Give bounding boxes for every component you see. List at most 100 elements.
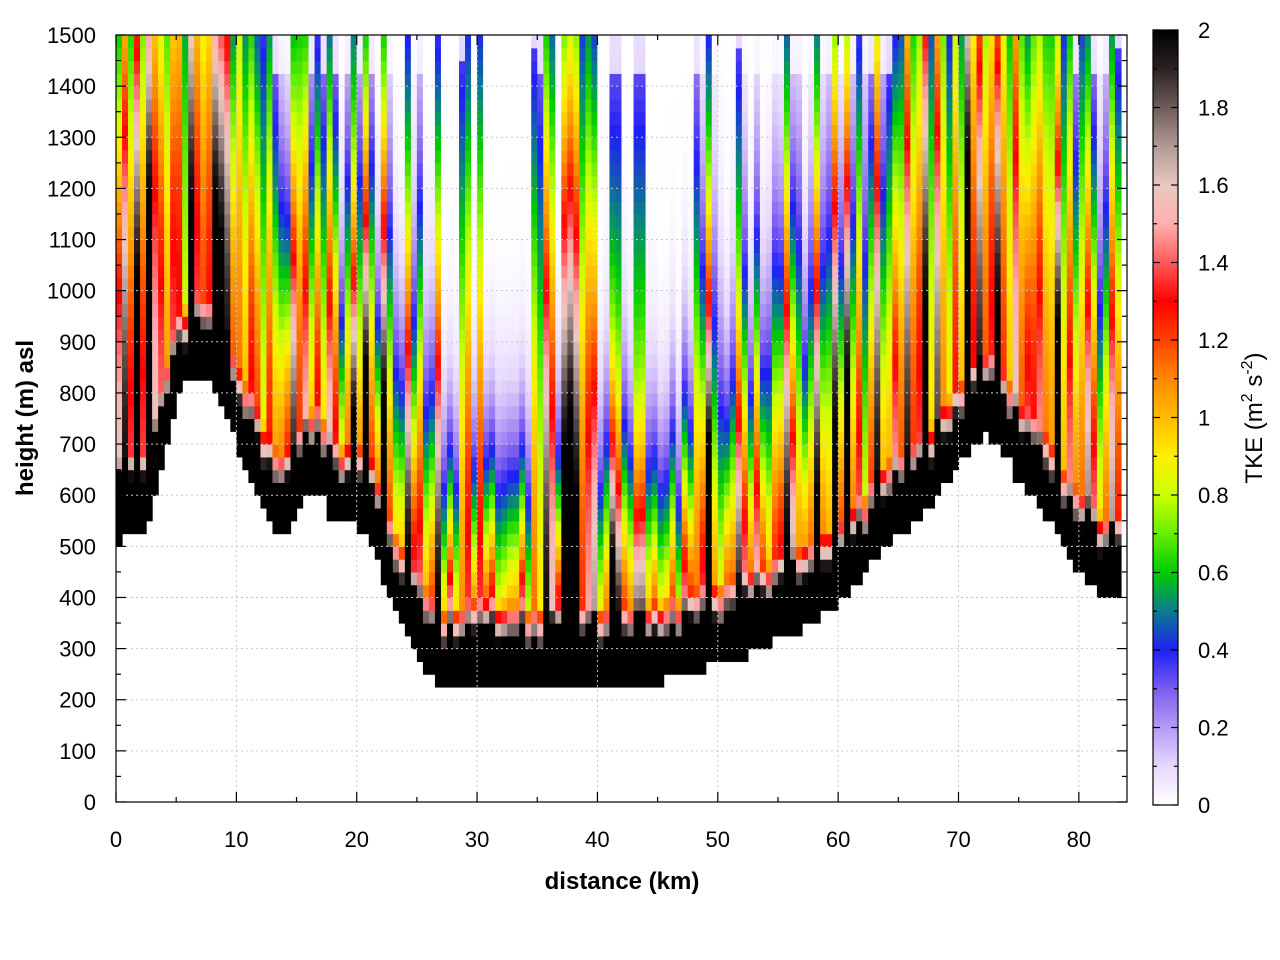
- tke-cell: [681, 533, 689, 547]
- tke-cell: [254, 226, 262, 241]
- tke-cell: [645, 456, 653, 471]
- tke-cell: [615, 73, 623, 87]
- tke-cell: [567, 444, 574, 458]
- tke-cell: [465, 226, 472, 241]
- tke-cell: [717, 482, 725, 496]
- tke-cell: [134, 290, 141, 305]
- tke-cell: [116, 380, 123, 394]
- tke-cell: [603, 623, 611, 637]
- tke-cell: [693, 290, 701, 305]
- tke-cell: [741, 137, 749, 151]
- tke-cell: [410, 520, 418, 535]
- tke-cell: [356, 252, 364, 266]
- tke-cell: [116, 98, 123, 113]
- tke-cell: [440, 226, 448, 241]
- tke-cell: [410, 150, 418, 164]
- tke-cell: [669, 60, 677, 74]
- tke-cell: [639, 392, 647, 407]
- tke-cell: [314, 444, 322, 458]
- tke-cell: [753, 354, 761, 368]
- tke-cell: [446, 546, 454, 560]
- tke-cell: [657, 60, 665, 74]
- tke-cell: [122, 201, 129, 215]
- tke-cell: [585, 533, 593, 547]
- tke-cell: [567, 201, 574, 215]
- tke-cell: [296, 201, 304, 215]
- tke-cell: [296, 380, 304, 394]
- tke-cell: [639, 316, 647, 330]
- tke-cell: [380, 124, 388, 138]
- tke-cell: [410, 124, 418, 138]
- tke-cell: [783, 559, 791, 573]
- tke-cell: [134, 469, 141, 484]
- tke-cell: [212, 188, 219, 202]
- tke-cell: [392, 507, 400, 522]
- tke-cell: [753, 597, 761, 611]
- tke-cell: [134, 239, 141, 253]
- tke-cell: [140, 47, 147, 62]
- tke-cell: [459, 392, 466, 407]
- tke-cell: [230, 290, 237, 305]
- tke-cell: [501, 584, 508, 599]
- tke-cell: [525, 341, 532, 356]
- tke-cell: [537, 674, 544, 688]
- tke-cell: [681, 507, 689, 522]
- tke-cell: [350, 252, 358, 266]
- tke-cell: [621, 559, 629, 573]
- tke-cell: [453, 290, 460, 305]
- tke-cell: [723, 137, 731, 151]
- tke-cell: [158, 73, 165, 87]
- tke-cell: [170, 354, 177, 368]
- tke-cell: [693, 226, 701, 241]
- tke-cell: [272, 124, 280, 138]
- tke-cell: [410, 35, 418, 49]
- tke-cell: [416, 571, 424, 586]
- tke-cell: [681, 482, 689, 496]
- tke-cell: [597, 431, 605, 445]
- tke-cell: [531, 124, 538, 138]
- tke-cell: [320, 354, 328, 368]
- tke-cell: [176, 137, 183, 151]
- tke-cell: [236, 226, 243, 241]
- tke-cell: [344, 252, 352, 266]
- tke-cell: [116, 456, 123, 471]
- tke-cell: [513, 354, 520, 368]
- tke-cell: [501, 86, 508, 100]
- tke-cell: [639, 533, 647, 547]
- tke-cell: [651, 456, 659, 471]
- tke-cell: [158, 303, 165, 317]
- tke-cell: [597, 559, 605, 573]
- tke-cell: [242, 213, 249, 228]
- tke-cell: [507, 533, 514, 547]
- tke-cell: [699, 60, 707, 74]
- tke-cell: [164, 201, 171, 215]
- tke-cell: [188, 162, 195, 177]
- tke-cell: [410, 571, 418, 586]
- tke-cell: [446, 661, 454, 675]
- tke-cell: [681, 213, 689, 228]
- tke-cell: [693, 661, 701, 675]
- tke-cell: [422, 316, 430, 330]
- tke-cell: [723, 431, 731, 445]
- tke-cell: [122, 252, 129, 266]
- tke-cell: [158, 239, 165, 253]
- tke-cell: [386, 329, 394, 343]
- tke-cell: [645, 290, 653, 305]
- tke-cell: [705, 392, 713, 407]
- tke-cell: [404, 584, 412, 599]
- tke-cell: [200, 86, 207, 100]
- tke-cell: [459, 559, 466, 573]
- tke-cell: [741, 520, 749, 535]
- tke-cell: [134, 354, 141, 368]
- tke-cell: [759, 35, 767, 49]
- tke-cell: [741, 469, 749, 484]
- tke-cell: [326, 239, 334, 253]
- tke-cell: [392, 354, 400, 368]
- tke-cell: [621, 175, 629, 189]
- tke-cell: [627, 367, 635, 381]
- tke-cell: [549, 303, 556, 317]
- tke-cell: [519, 226, 526, 241]
- tke-cell: [543, 175, 550, 189]
- tke-cell: [410, 635, 418, 650]
- tke-cell: [368, 367, 376, 381]
